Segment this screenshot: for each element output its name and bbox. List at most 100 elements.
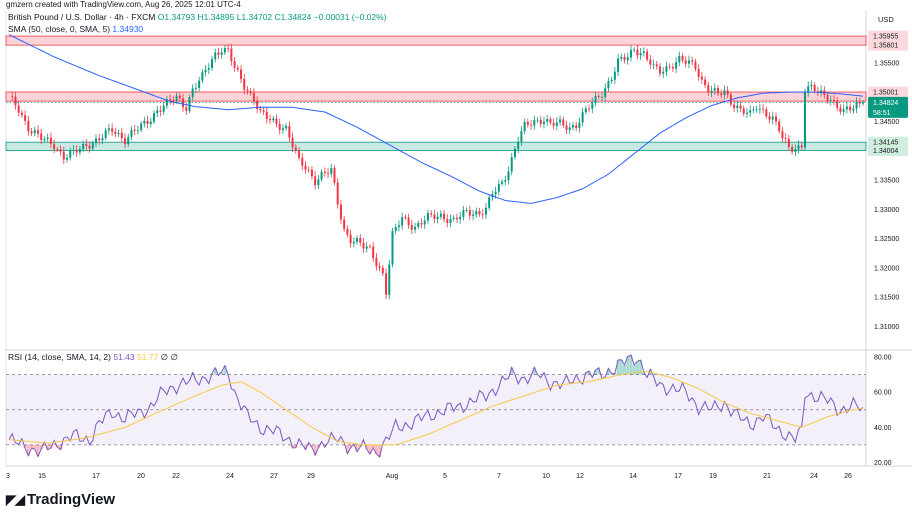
candle xyxy=(497,179,500,196)
candle xyxy=(829,95,832,106)
candle-body xyxy=(407,217,410,226)
candle xyxy=(542,116,545,129)
price-label-text: 1.35001 xyxy=(873,90,898,97)
candle xyxy=(675,57,678,73)
candle-body xyxy=(758,108,761,110)
candle-body xyxy=(275,118,278,124)
candle xyxy=(172,95,175,106)
candle-body xyxy=(62,151,65,160)
candle-body xyxy=(204,69,207,73)
candle xyxy=(391,227,394,268)
time-tick-label: 19 xyxy=(709,473,717,480)
candle-body xyxy=(542,121,545,124)
candle xyxy=(694,58,697,72)
candle-body xyxy=(46,137,49,140)
candle-body xyxy=(414,226,417,230)
candle-body xyxy=(852,108,855,111)
candle xyxy=(745,107,748,118)
candle xyxy=(66,154,69,163)
candle xyxy=(256,96,259,114)
candle xyxy=(591,97,594,114)
candle-body xyxy=(117,132,120,134)
candle xyxy=(787,135,790,151)
symbol-name[interactable]: British Pound / U.S. Dollar · 4h · FXCM xyxy=(8,12,156,22)
candle xyxy=(462,206,465,221)
candle-body xyxy=(149,121,152,125)
candle-body xyxy=(217,52,220,55)
candle-body xyxy=(423,220,426,225)
candle xyxy=(549,116,552,125)
candle xyxy=(555,117,558,131)
sma-label[interactable]: SMA (50, close, 0, SMA, 5) xyxy=(8,24,111,34)
candle xyxy=(687,55,690,69)
candle-body xyxy=(401,217,404,226)
candle xyxy=(739,101,742,112)
candle xyxy=(832,95,836,105)
candle-body xyxy=(436,216,439,220)
rsi-tick-label: 60.00 xyxy=(874,390,892,397)
candle xyxy=(365,242,368,253)
candle-body xyxy=(430,213,433,215)
candle xyxy=(401,212,404,230)
rsi-label[interactable]: RSI (14, close, SMA, 14, 2) xyxy=(8,352,111,362)
candle-body xyxy=(14,96,17,106)
candle xyxy=(691,56,694,66)
candle-body xyxy=(655,64,658,67)
candle xyxy=(571,121,574,131)
candle xyxy=(713,83,716,95)
candle-body xyxy=(433,214,436,220)
candle xyxy=(765,106,768,119)
price-tick-label: 1.34500 xyxy=(874,119,899,126)
candle-body xyxy=(588,108,591,110)
candle-body xyxy=(610,79,613,82)
candle-body xyxy=(571,125,574,128)
candle-body xyxy=(720,93,723,96)
candle xyxy=(842,104,845,117)
rsi-ma-line xyxy=(8,370,864,446)
candle-body xyxy=(578,122,581,129)
candle-body xyxy=(536,119,539,121)
candle xyxy=(594,91,597,107)
candle xyxy=(858,97,861,108)
candle-body xyxy=(488,197,491,208)
rsi-legend[interactable]: RSI (14, close, SMA, 14, 2) 51.43 51.77 … xyxy=(8,352,178,363)
candle-body xyxy=(182,98,185,108)
tradingview-logo[interactable]: ◤◢ TradingView xyxy=(6,491,115,508)
candle xyxy=(810,80,813,91)
resistance-zone xyxy=(5,91,867,102)
candle-body xyxy=(404,217,407,218)
candle xyxy=(352,237,355,248)
price-label-text: 58:51 xyxy=(873,110,891,117)
candle-body xyxy=(227,48,230,49)
candle-body xyxy=(778,121,781,132)
candle-body xyxy=(739,105,742,109)
candle xyxy=(220,47,223,59)
candle xyxy=(153,110,156,125)
candle-body xyxy=(188,97,191,111)
candle xyxy=(468,205,471,220)
candle xyxy=(855,97,858,113)
time-tick-label: 17 xyxy=(92,473,100,480)
candle-body xyxy=(704,79,707,86)
candle-body xyxy=(104,130,107,139)
candle-body xyxy=(562,119,565,126)
candle-body xyxy=(691,60,694,62)
candle-body xyxy=(455,217,458,220)
price-label-tag xyxy=(868,136,908,148)
candle-body xyxy=(639,52,642,56)
candle xyxy=(204,65,207,77)
candle xyxy=(149,117,152,128)
candle xyxy=(681,53,684,63)
symbol-legend[interactable]: British Pound / U.S. Dollar · 4h · FXCM … xyxy=(8,12,387,22)
candle xyxy=(230,43,233,66)
candle xyxy=(607,77,610,92)
candle-body xyxy=(194,87,197,89)
candle-body xyxy=(236,67,239,70)
candle-body xyxy=(75,149,78,153)
candle-body xyxy=(191,88,194,98)
candle xyxy=(291,132,294,152)
candle xyxy=(588,104,591,113)
price-tick-label: 1.31500 xyxy=(874,295,899,302)
sma-legend[interactable]: SMA (50, close, 0, SMA, 5) 1.34930 xyxy=(8,24,143,34)
